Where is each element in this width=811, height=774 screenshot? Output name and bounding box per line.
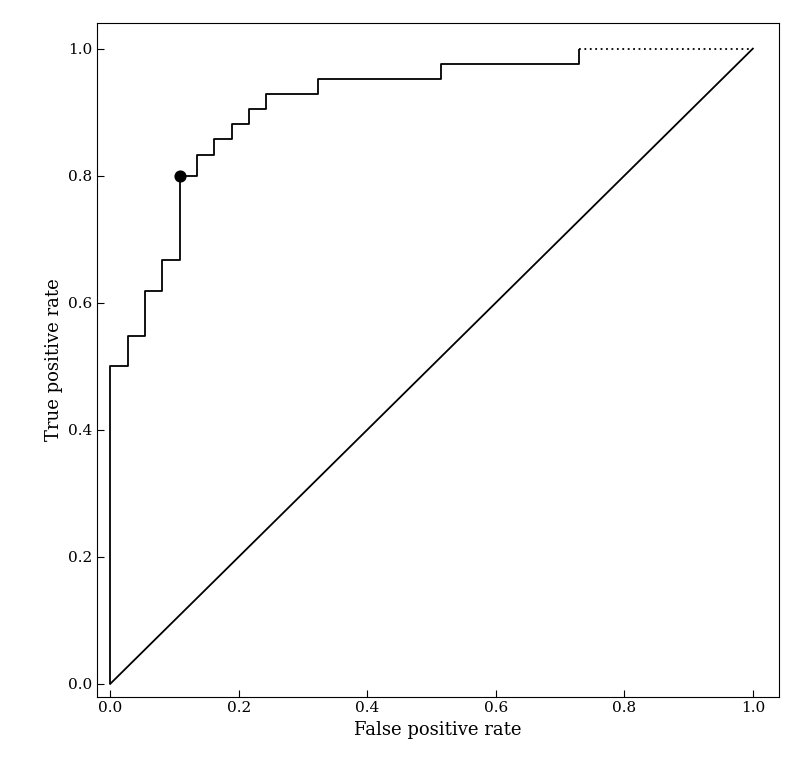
X-axis label: False positive rate: False positive rate [354,721,521,739]
Point [173,170,186,182]
Y-axis label: True positive rate: True positive rate [45,279,62,441]
